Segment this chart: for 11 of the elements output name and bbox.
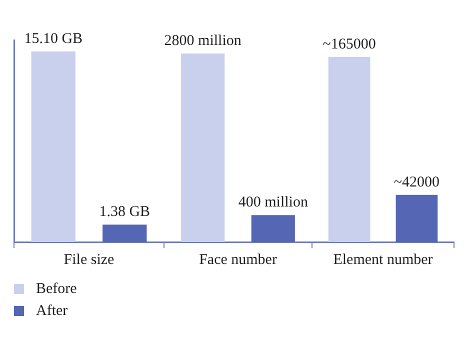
legend-label: After [36, 302, 68, 320]
x-tick-label: Element number [333, 252, 433, 268]
data-label: ~42000 [394, 174, 440, 190]
data-label: 1.38 GB [99, 204, 150, 220]
data-label: 15.10 GB [24, 30, 83, 47]
data-label: ~165000 [322, 36, 376, 52]
x-tick-label: File size [64, 252, 115, 268]
x-tick-label: Face number [199, 252, 277, 268]
data-label: 2800 million [164, 32, 242, 49]
data-label: 400 million [238, 194, 308, 211]
legend-label: Before [36, 280, 77, 298]
